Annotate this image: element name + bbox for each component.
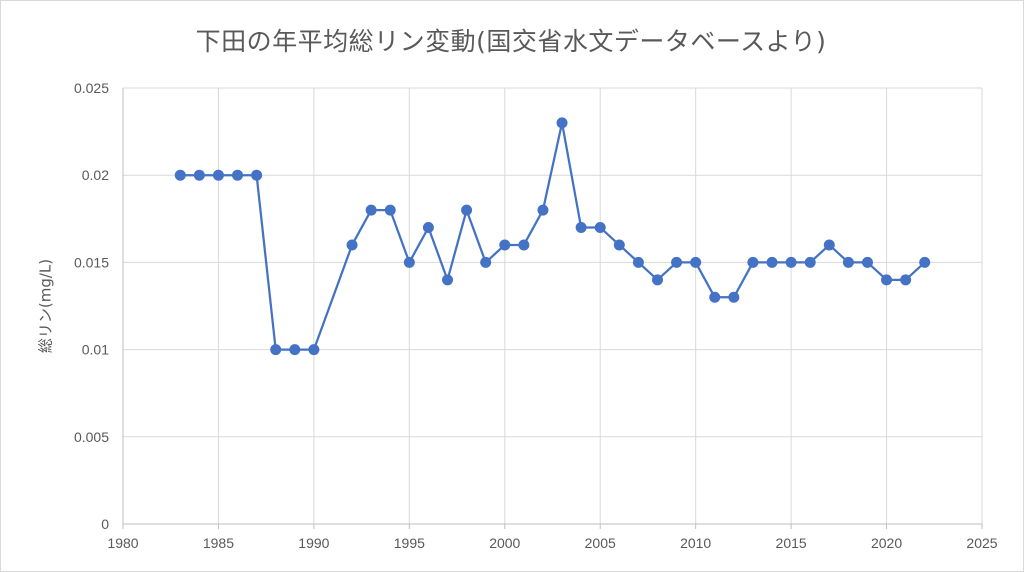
data-point bbox=[480, 256, 492, 268]
data-point bbox=[766, 256, 778, 268]
data-point bbox=[900, 274, 912, 286]
data-point bbox=[575, 222, 587, 234]
y-tick-labels: 0 0.005 0.01 0.015 0.02 0.025 bbox=[74, 80, 109, 532]
data-point bbox=[384, 204, 396, 216]
data-point bbox=[728, 291, 740, 303]
axes bbox=[122, 88, 983, 529]
data-point bbox=[632, 256, 644, 268]
data-point bbox=[690, 256, 702, 268]
data-point bbox=[365, 204, 377, 216]
data-point bbox=[651, 274, 663, 286]
x-tick-label: 2020 bbox=[871, 535, 902, 551]
data-point bbox=[193, 169, 205, 181]
x-tick-label: 2000 bbox=[489, 535, 520, 551]
data-point bbox=[823, 239, 835, 251]
x-tick-label: 1995 bbox=[394, 535, 425, 551]
y-tick-label: 0.01 bbox=[82, 342, 109, 358]
data-point bbox=[403, 256, 415, 268]
data-point bbox=[785, 256, 797, 268]
data-point bbox=[919, 256, 931, 268]
x-tick-label: 2010 bbox=[680, 535, 711, 551]
data-point bbox=[232, 169, 244, 181]
gridlines bbox=[123, 87, 983, 524]
x-tick-label: 2005 bbox=[585, 535, 616, 551]
data-point bbox=[594, 222, 606, 234]
data-point bbox=[613, 239, 625, 251]
data-point bbox=[842, 256, 854, 268]
data-point bbox=[861, 256, 873, 268]
x-tick-labels: 1980 1985 1990 1995 2000 2005 2010 2015 2020 2025 bbox=[107, 535, 997, 551]
x-tick-label: 2015 bbox=[776, 535, 807, 551]
data-point bbox=[537, 204, 549, 216]
x-tick-label: 1980 bbox=[107, 535, 138, 551]
data-point bbox=[174, 169, 186, 181]
y-tick-label: 0.015 bbox=[74, 254, 109, 270]
data-point bbox=[671, 256, 683, 268]
data-point bbox=[709, 291, 721, 303]
chart-title: 下田の年平均総リン変動(国交省水文データベースより) bbox=[195, 27, 827, 56]
data-point bbox=[346, 239, 358, 251]
data-point bbox=[251, 169, 263, 181]
x-tick-label: 1985 bbox=[203, 535, 234, 551]
y-tick-label: 0.005 bbox=[74, 429, 109, 445]
series-line bbox=[180, 121, 926, 351]
data-point bbox=[270, 344, 282, 356]
data-point bbox=[804, 256, 816, 268]
data-point bbox=[461, 204, 473, 216]
data-point bbox=[747, 256, 759, 268]
data-point bbox=[212, 169, 224, 181]
data-point bbox=[289, 344, 301, 356]
data-point bbox=[422, 222, 434, 234]
data-point bbox=[442, 274, 454, 286]
y-tick-label: 0.025 bbox=[74, 80, 109, 96]
series-group bbox=[174, 117, 931, 356]
x-tick-label: 2025 bbox=[966, 535, 997, 551]
data-point bbox=[556, 117, 568, 129]
y-tick-label: 0 bbox=[101, 516, 109, 532]
data-point bbox=[308, 344, 320, 356]
data-point bbox=[881, 274, 893, 286]
x-tick-label: 1990 bbox=[298, 535, 329, 551]
data-point bbox=[518, 239, 530, 251]
y-tick-label: 0.02 bbox=[82, 167, 109, 183]
data-point bbox=[499, 239, 511, 251]
